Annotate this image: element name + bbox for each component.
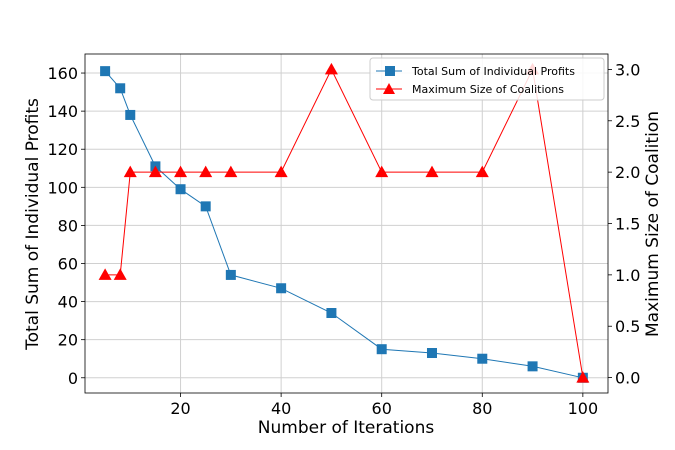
series-1-point-11 bbox=[475, 165, 489, 178]
series-0-point-10 bbox=[426, 348, 437, 359]
legend-marker-square bbox=[385, 66, 395, 76]
right-y-tick-label-6: 3.0 bbox=[615, 60, 640, 79]
series-1-point-5 bbox=[199, 165, 213, 178]
x-tick-label-0: 20 bbox=[170, 399, 190, 418]
right-y-tick-label-1: 0.5 bbox=[615, 317, 640, 336]
left-y-tick-label-0: 0 bbox=[68, 369, 78, 388]
left-y-tick-label-1: 20 bbox=[58, 331, 78, 350]
series-0-point-6 bbox=[225, 269, 236, 280]
series-0-point-4 bbox=[175, 184, 186, 195]
left-y-tick-label-5: 100 bbox=[47, 178, 78, 197]
series-1-point-13 bbox=[576, 371, 590, 383]
grid bbox=[85, 54, 608, 393]
legend-label-coalitions: Maximum Size of Coalitions bbox=[412, 83, 564, 96]
series-1-point-7 bbox=[274, 165, 288, 178]
legend-box bbox=[369, 57, 605, 101]
x-tick-label-3: 80 bbox=[472, 399, 492, 418]
left-y-tick-label-7: 140 bbox=[47, 102, 78, 121]
series-1-point-8 bbox=[324, 62, 338, 75]
series-1-point-6 bbox=[224, 165, 238, 178]
legend-marker-triangle bbox=[383, 83, 395, 94]
series-0-point-12 bbox=[527, 361, 538, 372]
series-1-point-1 bbox=[113, 268, 127, 280]
series-0-point-0 bbox=[100, 66, 111, 77]
x-tick-label-1: 40 bbox=[271, 399, 291, 418]
series-line-0 bbox=[104, 70, 584, 379]
right-y-tick-label-4: 2.0 bbox=[615, 163, 640, 182]
right-y-tick-label-3: 1.5 bbox=[615, 215, 640, 234]
series-1-point-3 bbox=[148, 165, 162, 178]
left-y-tick-label-2: 40 bbox=[58, 293, 78, 312]
x-axis-title: Number of Iterations bbox=[258, 418, 435, 438]
left-y-tick-label-3: 60 bbox=[58, 254, 78, 273]
x-tick-label-4: 100 bbox=[568, 399, 599, 418]
series-0-point-11 bbox=[477, 353, 488, 364]
series-0-point-9 bbox=[376, 344, 387, 355]
right-y-tick-label-0: 0.0 bbox=[615, 369, 640, 388]
series-0-point-7 bbox=[276, 283, 287, 294]
left-y-tick-label-8: 160 bbox=[47, 64, 78, 83]
right-y-tick-label-5: 2.5 bbox=[615, 112, 640, 131]
right-y-tick-label-2: 1.0 bbox=[615, 266, 640, 285]
legend: Total Sum of Individual Profits Maximum … bbox=[369, 57, 605, 101]
series-1-point-10 bbox=[425, 165, 439, 178]
series-line-1 bbox=[105, 67, 584, 378]
left-y-axis-title: Total Sum of Individual Profits bbox=[23, 98, 43, 351]
plot-frame bbox=[84, 53, 609, 394]
series-layer bbox=[98, 62, 590, 383]
legend-label-profits: Total Sum of Individual Profits bbox=[411, 65, 575, 78]
series-1-point-4 bbox=[174, 165, 188, 178]
series-1-point-0 bbox=[98, 268, 112, 280]
series-0-point-2 bbox=[125, 109, 136, 120]
left-y-tick-label-6: 120 bbox=[47, 140, 78, 159]
ticks: 20 40 60 80 100 0 20 40 60 80 100 120 140 160 0.0 0.5 1.… bbox=[47, 60, 640, 418]
series-0-point-8 bbox=[326, 308, 337, 319]
right-y-axis-title: Maximum Size of Coalition bbox=[643, 111, 663, 337]
series-1-point-2 bbox=[123, 165, 137, 178]
series-0-point-1 bbox=[115, 83, 126, 94]
series-1-point-9 bbox=[375, 165, 389, 178]
x-tick-label-2: 60 bbox=[372, 399, 392, 418]
series-0-point-5 bbox=[200, 201, 211, 212]
left-y-tick-label-4: 80 bbox=[58, 216, 78, 235]
